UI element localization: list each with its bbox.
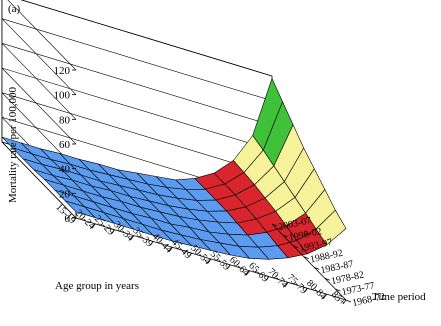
- z-tick-label: 120: [54, 65, 71, 77]
- x-tick: [284, 282, 289, 287]
- x-tick: [130, 235, 135, 240]
- y-axis-label: Time period: [372, 291, 426, 303]
- z-tick-label: 0: [65, 213, 71, 225]
- x-tick-label: 80-84: [304, 278, 328, 302]
- panel-label: (a): [8, 3, 21, 15]
- z-tick-label: 40: [59, 164, 71, 176]
- z-gridline: [1, 18, 273, 101]
- x-tick: [265, 276, 270, 281]
- x-tick: [304, 288, 308, 293]
- x-tick: [226, 264, 231, 270]
- x-tick: [111, 229, 115, 234]
- y-tick: [314, 267, 320, 270]
- x-tick: [91, 223, 96, 229]
- z-tick-label: 20: [59, 188, 71, 200]
- z-gridline: [1, 92, 273, 175]
- surface-cell: [315, 209, 347, 246]
- y-tick: [303, 256, 309, 259]
- surface-mesh: [1, 78, 347, 260]
- z-gridline: [1, 43, 273, 126]
- x-tick: [246, 270, 250, 275]
- y-tick: [271, 223, 278, 227]
- z-tick-label: 60: [59, 139, 71, 151]
- z-tick-label: 80: [59, 114, 71, 126]
- y-tick: [324, 277, 331, 281]
- y-tick: [335, 288, 341, 292]
- x-axis-label: Age group in years: [55, 280, 139, 292]
- z-tick-label: 100: [54, 90, 71, 102]
- y-tick: [292, 245, 299, 249]
- y-tick: [282, 234, 288, 238]
- z-gridline: [7, 0, 273, 77]
- z-axis-label: Mortality rate per 100,000: [7, 86, 19, 203]
- x-tick: [149, 241, 154, 246]
- x-tick: [207, 258, 212, 264]
- y-tick: [345, 299, 352, 303]
- z-gridline: [1, 67, 273, 151]
- y-axis-line: [271, 223, 347, 301]
- x-tick: [188, 252, 193, 258]
- x-tick: [169, 247, 173, 252]
- x-tick: [72, 217, 77, 223]
- x-tick: [323, 293, 328, 299]
- x-tick: [342, 299, 347, 305]
